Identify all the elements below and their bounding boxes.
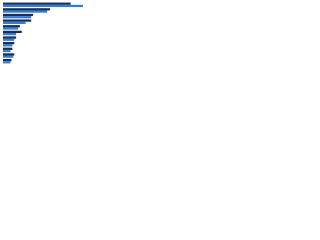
bar: [3, 16, 32, 19]
bar: [3, 21, 26, 24]
bar: [3, 19, 32, 22]
bar: [3, 36, 17, 39]
bar: [3, 25, 20, 28]
bar: [3, 53, 15, 56]
bar: [3, 8, 50, 11]
bar: [3, 13, 34, 17]
bar: [3, 47, 13, 50]
bar: [3, 38, 15, 41]
bar: [3, 2, 71, 5]
bar: [3, 4, 83, 8]
bar: [3, 44, 13, 47]
bar: [3, 58, 12, 62]
page: {"chart_data": {"type": "bar", "orientat…: [0, 0, 100, 71]
bar: [3, 27, 19, 30]
bar: [3, 61, 11, 64]
bar: [3, 55, 14, 58]
bar: [3, 10, 48, 13]
bar: [3, 30, 22, 33]
bar: [3, 42, 15, 45]
bar: [3, 33, 17, 36]
bar: [3, 49, 11, 53]
chart: [3, 2, 83, 64]
